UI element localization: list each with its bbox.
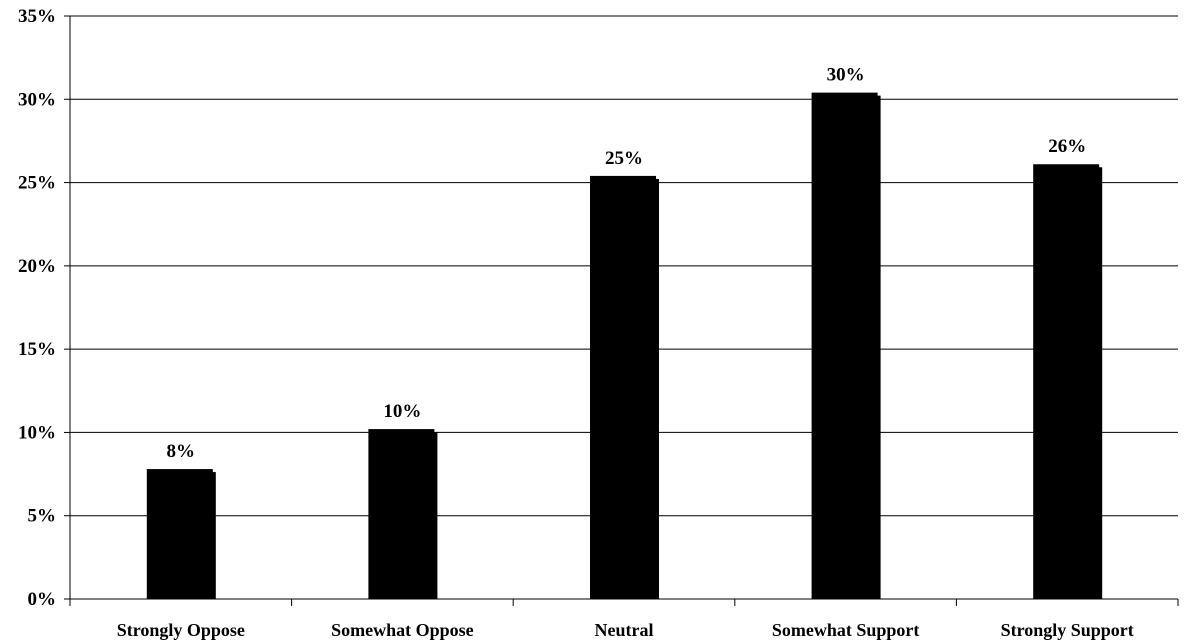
y-tick-label: 15% [18, 339, 56, 360]
y-tick-label: 5% [28, 506, 57, 527]
bar [147, 469, 213, 599]
y-tick-label: 30% [18, 89, 56, 110]
bar [590, 176, 656, 599]
data-label: 26% [1048, 136, 1086, 157]
y-tick-label: 20% [18, 256, 56, 277]
data-label: 8% [167, 441, 196, 462]
data-label: 25% [605, 148, 643, 169]
x-category-label: Neutral [595, 620, 654, 640]
x-category-label: Strongly Oppose [117, 620, 245, 640]
x-category-label: Somewhat Oppose [331, 620, 474, 640]
data-label: 10% [383, 401, 421, 422]
bar [812, 93, 878, 599]
data-label: 30% [827, 65, 865, 86]
y-tick-label: 0% [28, 589, 57, 610]
x-category-label: Strongly Support [1001, 620, 1134, 640]
x-category-label: Somewhat Support [772, 620, 920, 640]
bar [1033, 164, 1099, 599]
y-tick-label: 35% [18, 6, 56, 27]
y-tick-label: 10% [18, 422, 56, 443]
bar [368, 429, 434, 599]
y-tick-label: 25% [18, 173, 56, 194]
